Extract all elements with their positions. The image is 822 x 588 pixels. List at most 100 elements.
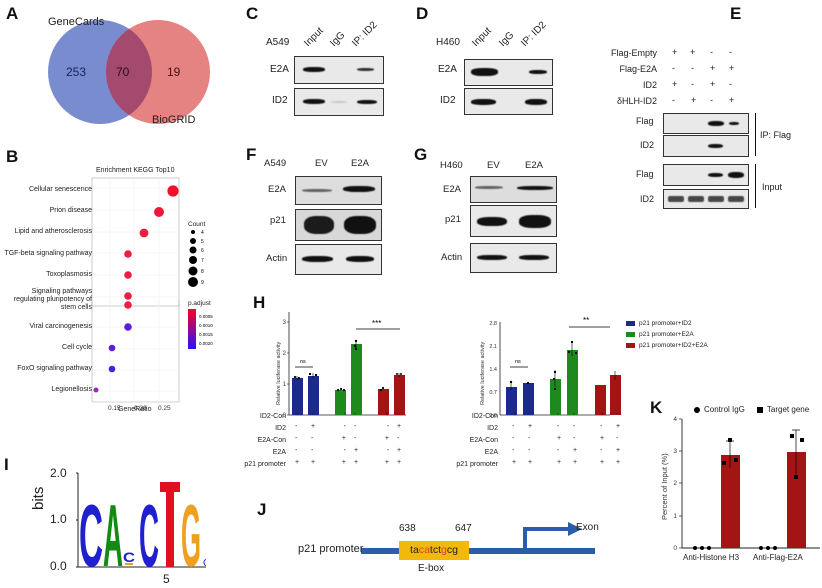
logo-ylabel: bits [30, 486, 47, 510]
blot-f-e2a [295, 176, 382, 205]
lane-label: E2A [351, 158, 369, 169]
lane-label: E2A [525, 160, 543, 171]
ebox-label: E-box [418, 563, 445, 574]
luciferase-chart-left: Relative luciferase activity 0 1 2 3 ns *** [276, 312, 406, 419]
blot-e-ip-id2 [663, 135, 749, 157]
table-row-label: ID2-Con [259, 413, 286, 420]
pm-sign: - [729, 79, 732, 89]
kegg-term: FoxO signaling pathway [17, 365, 92, 372]
cell-line-g: H460 [440, 160, 463, 171]
pm-sign: + [690, 47, 696, 57]
condition-label: ID2 [642, 80, 657, 90]
blot-f-actin [295, 244, 382, 275]
table-row-label: ID2-Con [471, 413, 498, 420]
circle-marker-icon [694, 406, 700, 413]
panel-label-j: J [257, 500, 267, 519]
pm-sign: + [729, 63, 735, 73]
svg-text:0.0015: 0.0015 [199, 332, 213, 337]
venn-set2-label: BioGRID [152, 114, 196, 126]
sig-ns: ns [300, 359, 306, 365]
ebox-end: 647 [455, 523, 472, 534]
panel-label-i: I [4, 455, 9, 474]
panel-label-f: F [246, 145, 257, 164]
pm-sign: - [729, 47, 732, 57]
svg-text:Relative luciferase activity: Relative luciferase activity [480, 341, 486, 405]
padjust-colorbar: 0.0005 0.0010 0.0015 0.0020 [188, 309, 213, 349]
row-label: ID2 [440, 95, 456, 106]
svg-text:0.0010: 0.0010 [199, 323, 213, 328]
pm-sign: + [672, 79, 678, 89]
h-right-table: + - - - + - - + - - - + - - + - + - - - - + - + + + + + + + [512, 411, 621, 466]
svg-text:7: 7 [201, 258, 204, 264]
kegg-term: TGF-beta signaling pathway [4, 250, 92, 257]
luciferase-chart-right-tail [610, 371, 621, 415]
lane-label: EV [487, 160, 500, 171]
svg-text:0.7: 0.7 [489, 390, 497, 396]
svg-text:5: 5 [201, 239, 204, 245]
ebox-sequence: tacatctgcg [399, 541, 469, 560]
row-label: E2A [270, 64, 289, 75]
h-left-table: + - - - + - - + - - - + - - + - + - - - - + - + + + + + + + [295, 411, 402, 466]
condition-label: δHLH-ID2 [616, 96, 657, 106]
count-legend-title: Count [188, 221, 206, 228]
h-ylabel: Relative luciferase activity [276, 341, 282, 405]
blot-d-e2a [464, 59, 553, 86]
row-label: Actin [266, 253, 288, 264]
pm-sign: - [710, 47, 713, 57]
table-row-label: E2A [272, 449, 286, 456]
bracket-ip [755, 113, 756, 156]
kegg-title: Enrichment KEGG Top10 [96, 167, 175, 174]
blot-g-actin [470, 243, 557, 273]
venn-diagram [48, 20, 210, 124]
svg-text:2.1: 2.1 [489, 344, 497, 350]
lane-label: EV [315, 158, 328, 169]
blot-e-input-flag [663, 164, 749, 186]
ebox-start: 638 [399, 523, 416, 534]
group-label-input: Input [762, 182, 783, 192]
condition-label: Flag-Empty [610, 48, 657, 58]
logo-ytick: 2.0 [50, 466, 67, 480]
row-label: ID2 [640, 194, 655, 204]
svg-text:2: 2 [673, 480, 677, 487]
row-label: E2A [443, 184, 461, 195]
venn-only1: 253 [66, 65, 87, 79]
table-row-label: E2A [484, 449, 498, 456]
logo-ytick: 1.0 [50, 512, 67, 526]
cell-line-f: A549 [264, 158, 287, 169]
lane-label: Input [470, 25, 494, 49]
venn-set1-label: GeneCards [48, 16, 105, 28]
svg-text:2.8: 2.8 [489, 321, 497, 327]
table-row-label: ID2 [275, 425, 286, 432]
table-row-label: p21 promoter [244, 461, 286, 468]
kegg-term: Signaling pathways regulating pluripoten… [13, 288, 92, 311]
panel-label-e: E [730, 4, 742, 23]
legend-swatch [626, 321, 635, 326]
cell-line-d: H460 [436, 37, 460, 48]
svg-text:0.0020: 0.0020 [199, 341, 213, 346]
h-legend: p21 promoter+ID2 p21 promoter+E2A p21 pr… [626, 318, 708, 351]
kegg-xtick: 0.25 [158, 405, 171, 410]
svg-text:6: 6 [201, 248, 204, 254]
pm-sign: - [672, 95, 675, 105]
svg-text:Percent of Input (%): Percent of Input (%) [660, 453, 669, 520]
lane-label: Input [302, 25, 326, 49]
bracket-input [755, 164, 756, 208]
svg-text:1: 1 [673, 513, 677, 520]
table-row-label: p21 promoter [456, 461, 498, 468]
pm-sign: + [729, 95, 735, 105]
k-category: Anti-Histone H3 [683, 553, 740, 562]
svg-text:2: 2 [283, 351, 287, 357]
pm-sign: + [672, 47, 678, 57]
lane-label: IP: ID2 [350, 19, 380, 49]
svg-text:8: 8 [201, 269, 204, 275]
kegg-term: Cellular senescence [28, 186, 92, 193]
svg-text:1: 1 [283, 382, 287, 388]
row-label: Flag [636, 116, 654, 126]
kegg-xtick: 0.20 [134, 405, 147, 410]
blot-c-e2a [294, 56, 384, 84]
blot-g-e2a [470, 176, 557, 203]
promoter-line [361, 548, 595, 554]
sig-stars: *** [372, 319, 381, 328]
count-legend: 4 5 6 7 8 9 [188, 230, 204, 287]
kegg-term: Toxoplasmosis [46, 271, 92, 278]
